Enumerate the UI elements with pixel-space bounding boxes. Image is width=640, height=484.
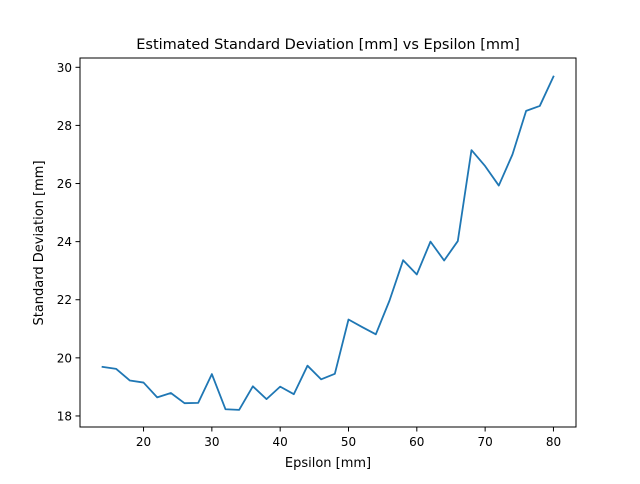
x-tick-label: 20 xyxy=(136,435,151,449)
y-tick-label: 26 xyxy=(57,177,72,191)
x-tick-label: 40 xyxy=(273,435,288,449)
y-axis-label: Standard Deviation [mm] xyxy=(32,160,47,325)
x-axis: 20 30 40 50 60 70 80 xyxy=(136,427,561,449)
y-tick-label: 20 xyxy=(57,351,72,365)
plot-area xyxy=(101,75,555,411)
y-tick-label: 18 xyxy=(57,409,72,423)
y-tick-label: 30 xyxy=(57,61,72,75)
y-axis: 18 20 22 24 26 28 30 xyxy=(57,61,80,423)
y-tick-label: 28 xyxy=(57,119,72,133)
series-line xyxy=(101,75,555,411)
x-tick-label: 60 xyxy=(409,435,424,449)
y-tick-label: 24 xyxy=(57,235,72,249)
chart-title: Estimated Standard Deviation [mm] vs Eps… xyxy=(136,37,520,53)
x-tick-label: 80 xyxy=(546,435,561,449)
x-tick-label: 30 xyxy=(204,435,219,449)
x-axis-label: Epsilon [mm] xyxy=(285,456,371,471)
axes-frame xyxy=(79,57,577,428)
x-tick-label: 70 xyxy=(477,435,492,449)
x-tick-label: 50 xyxy=(341,435,356,449)
y-tick-label: 22 xyxy=(57,293,72,307)
